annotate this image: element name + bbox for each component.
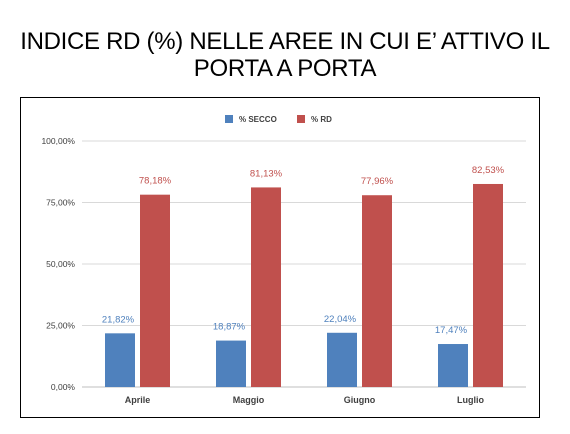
y-tick-label: 100,00% (41, 136, 75, 146)
slide-title-line-2: PORTA A PORTA (193, 55, 377, 82)
y-tick-label: 75,00% (46, 198, 75, 208)
data-label: 82,53% (472, 165, 505, 176)
legend-label: % RD (311, 115, 332, 124)
chart-frame: 0,00% 25,00% 50,00% 75,00% 100,00% 21,82% 78,1… (20, 97, 540, 418)
data-label: 18,87% (213, 322, 246, 333)
bar-secco (216, 340, 246, 387)
x-tick-label: Giugno (344, 395, 376, 405)
bar-secco (105, 333, 135, 387)
x-tick-label: Aprile (125, 395, 151, 405)
legend-swatch-rd (297, 115, 305, 123)
data-label: 22,04% (324, 314, 357, 325)
y-tick-label: 0,00% (51, 382, 76, 392)
bar-secco (438, 344, 468, 387)
bar-rd (140, 194, 170, 387)
x-tick-label: Luglio (457, 395, 484, 405)
y-tick-label: 50,00% (46, 259, 75, 269)
legend-label: % SECCO (239, 115, 277, 124)
data-label: 81,13% (250, 168, 283, 179)
y-tick-label: 25,00% (46, 321, 75, 331)
data-label: 77,96% (361, 176, 394, 187)
bar-chart: 0,00% 25,00% 50,00% 75,00% 100,00% 21,82% 78,1… (41, 115, 526, 405)
bar-secco (327, 332, 357, 387)
bar-rd (362, 195, 392, 387)
data-label: 78,18% (139, 176, 172, 187)
slide-title-line-1: INDICE RD (%) NELLE AREE IN CUI E’ ATTIV… (20, 28, 550, 55)
data-label: 21,82% (102, 314, 135, 325)
slide-title: INDICE RD (%) NELLE AREE IN CUI E’ ATTIV… (0, 28, 570, 82)
bar-rd (251, 187, 281, 387)
x-tick-label: Maggio (233, 395, 265, 405)
data-label: 17,47% (435, 325, 468, 336)
legend-swatch-secco (225, 115, 233, 123)
bar-rd (473, 183, 503, 387)
